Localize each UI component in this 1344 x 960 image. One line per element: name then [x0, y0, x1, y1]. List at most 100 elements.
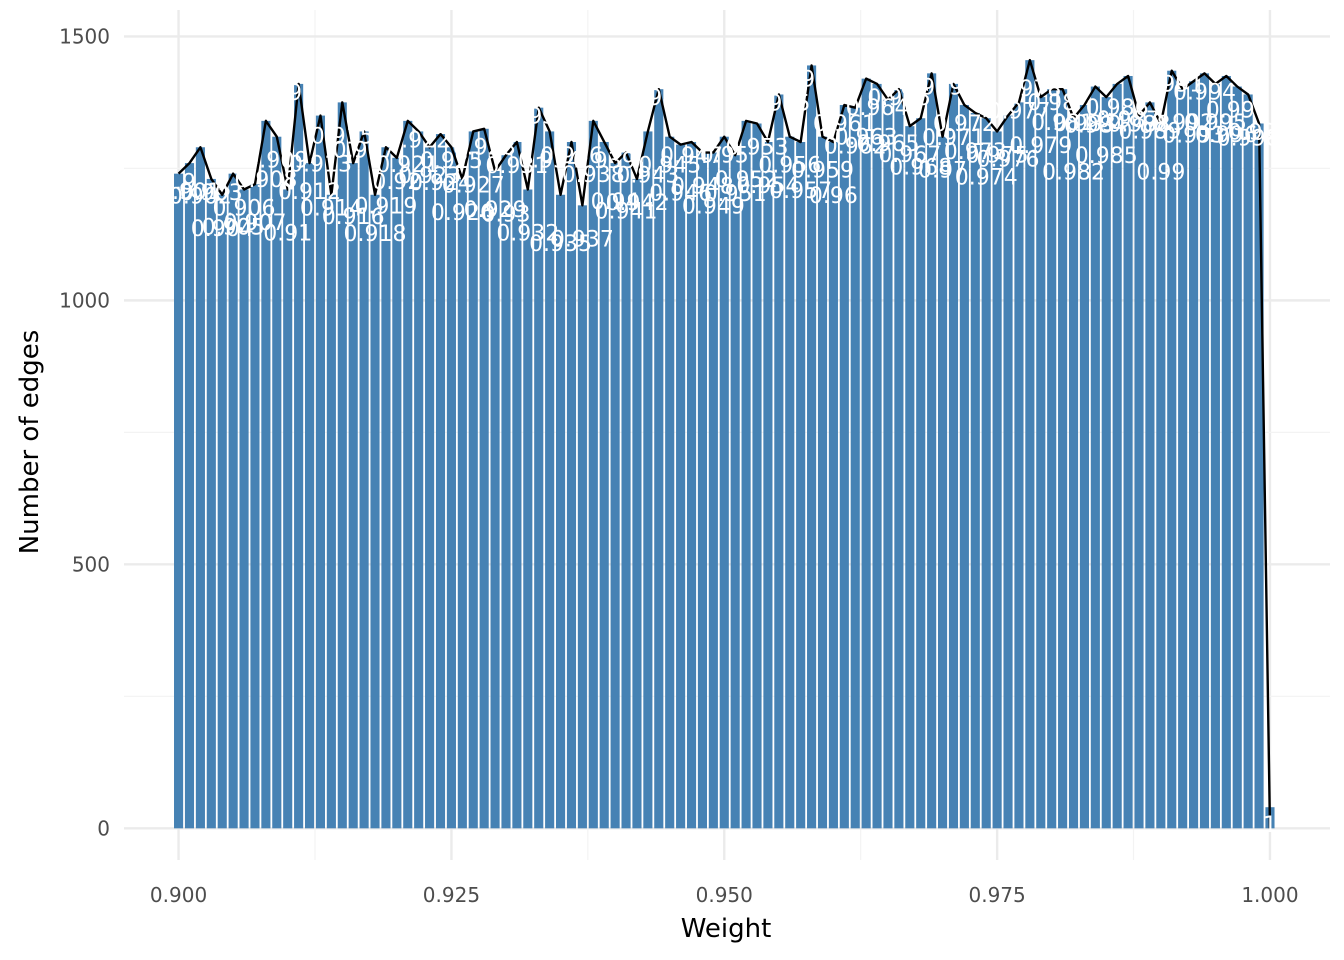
count-polyline — [177, 58, 1272, 829]
bin-label: 0.918 — [344, 222, 407, 247]
histogram-bar — [1112, 83, 1122, 829]
histogram-bar — [381, 147, 391, 829]
histogram-bar — [741, 120, 751, 829]
bin-label: 0.974 — [955, 165, 1018, 190]
histogram-bar — [283, 189, 293, 829]
histogram-bar — [490, 171, 500, 829]
histogram-bar — [719, 136, 729, 829]
histogram-bar — [1156, 123, 1166, 829]
bin-label: 0.944 — [627, 86, 690, 111]
bin-label: 0.958 — [780, 67, 843, 92]
x-axis-title: Weight — [681, 914, 772, 944]
histogram-bar — [359, 131, 369, 829]
bin-label: 0.977 — [987, 99, 1050, 124]
histogram-bar — [599, 141, 609, 829]
histogram-bar — [206, 178, 216, 829]
histogram-bar — [970, 112, 980, 829]
bin-label: 0.939 — [573, 149, 636, 174]
histogram-bar — [697, 152, 708, 829]
bin-label: 0.921 — [376, 153, 439, 178]
y-axis-title: Number of edges — [15, 330, 45, 555]
bin-label: 0.99 — [1136, 161, 1185, 186]
histogram-bar — [479, 128, 489, 829]
histogram-bar — [1243, 94, 1253, 829]
histogram-bar — [556, 194, 566, 829]
histogram-bar — [1068, 118, 1079, 829]
bin-label: 0.936 — [540, 144, 603, 169]
bin-label: 0.979 — [1009, 134, 1072, 159]
bin-label: 0.913 — [289, 153, 352, 178]
bin-label: 0.922 — [387, 128, 450, 153]
histogram-bar — [228, 173, 238, 829]
bin-label: 0.914 — [300, 197, 363, 222]
histogram-bar — [927, 73, 937, 829]
bin-label: 0.902 — [169, 184, 232, 209]
histogram-bar — [545, 131, 555, 829]
histogram-bar — [730, 155, 740, 829]
histogram-bar — [883, 99, 893, 829]
bin-label: 0.954 — [736, 174, 799, 199]
histogram-bar — [1210, 83, 1220, 829]
histogram-bar — [239, 189, 249, 829]
bin-label: 0.948 — [671, 175, 734, 200]
bin-label: 0.951 — [704, 182, 767, 207]
bin-label: 0.985 — [1075, 144, 1138, 169]
bin-label: 0.911 — [267, 81, 330, 106]
bin-label: 0.931 — [485, 154, 548, 179]
bin-label: 0.994 — [1173, 80, 1236, 105]
bin-label: 0.961 — [813, 112, 876, 137]
histogram-bar — [392, 157, 402, 829]
histogram-bar — [337, 102, 347, 829]
bin-label: 0.929 — [464, 198, 527, 223]
histogram-bar — [1003, 115, 1013, 829]
bin-label: 0.908 — [234, 168, 297, 193]
histogram-bar — [752, 123, 762, 829]
histogram-bar — [861, 78, 871, 829]
bin-label: 0.983 — [1053, 112, 1116, 137]
bin-label: 0.982 — [1042, 160, 1105, 185]
bin-label: 0.927 — [442, 173, 505, 198]
histogram-bar — [403, 120, 413, 829]
bin-label: 0.987 — [1097, 108, 1160, 133]
data-labels: 0.90.9010.9020.9030.9040.9050.9060.9070.… — [158, 67, 1291, 838]
bin-label: 0.997 — [1206, 99, 1269, 124]
histogram-bar — [457, 178, 467, 829]
histogram-bar — [1134, 115, 1144, 829]
bin-label: 0.919 — [354, 194, 417, 219]
histogram-bar — [468, 131, 478, 829]
bin-label: 0.934 — [518, 148, 581, 173]
histogram-bar — [250, 184, 260, 829]
bin-label: 0.95 — [700, 144, 749, 169]
x-tick-label: 0.975 — [968, 883, 1025, 907]
bars — [174, 60, 1275, 829]
bin-label: 0.959 — [791, 159, 854, 184]
bin-label: 0.932 — [496, 222, 559, 247]
bin-label: 0.909 — [245, 149, 308, 174]
bin-label: 0.937 — [551, 227, 614, 252]
histogram-bar — [807, 65, 817, 829]
histogram-bar — [348, 163, 358, 829]
bin-label: 0.969 — [900, 75, 963, 100]
histogram-bar — [774, 94, 784, 829]
histogram-bar — [577, 205, 587, 829]
bin-label: 0.973 — [944, 140, 1007, 165]
bin-label: 0.957 — [769, 179, 832, 204]
bin-label: 0.9 — [161, 171, 196, 196]
histogram-bar — [1101, 97, 1111, 829]
y-tick-label: 0 — [97, 816, 110, 840]
histogram-bar — [708, 152, 718, 829]
histogram-bar — [174, 173, 184, 829]
histogram-bar — [304, 163, 315, 829]
histogram-bar — [1145, 102, 1155, 829]
bin-label: 0.906 — [213, 196, 276, 221]
histogram-bar — [621, 152, 631, 829]
histogram-bar — [217, 194, 227, 829]
bin-label: 0.942 — [605, 191, 668, 216]
histogram-bar — [643, 131, 653, 829]
histogram-bar — [294, 83, 304, 829]
bin-label: 0.912 — [278, 180, 341, 205]
histogram-bar — [523, 189, 533, 829]
histogram-bar — [1079, 105, 1089, 829]
bin-label: 0.988 — [1108, 113, 1171, 138]
